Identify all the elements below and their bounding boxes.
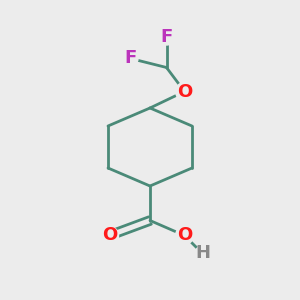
Circle shape	[195, 246, 210, 261]
Text: O: O	[177, 82, 192, 100]
Text: H: H	[195, 244, 210, 262]
Circle shape	[159, 30, 174, 45]
Circle shape	[176, 82, 194, 100]
Text: O: O	[102, 226, 117, 244]
Circle shape	[123, 51, 138, 66]
Text: O: O	[177, 226, 192, 244]
Text: F: F	[124, 50, 136, 68]
Text: F: F	[160, 28, 172, 46]
Circle shape	[100, 226, 118, 244]
Circle shape	[176, 226, 194, 244]
